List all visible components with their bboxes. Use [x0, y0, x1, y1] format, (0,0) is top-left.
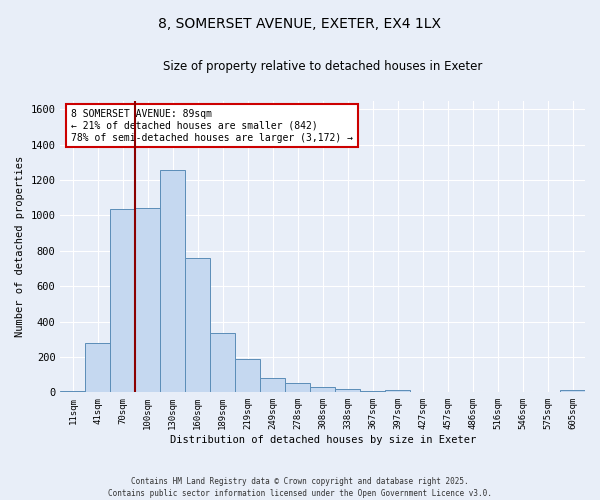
Bar: [310, 387, 335, 392]
Bar: [385, 390, 410, 392]
Text: Contains HM Land Registry data © Crown copyright and database right 2025.
Contai: Contains HM Land Registry data © Crown c…: [108, 476, 492, 498]
Bar: [235, 358, 260, 392]
Bar: [210, 333, 235, 392]
Bar: [160, 170, 185, 392]
Bar: [560, 390, 585, 392]
Text: 8, SOMERSET AVENUE, EXETER, EX4 1LX: 8, SOMERSET AVENUE, EXETER, EX4 1LX: [158, 18, 442, 32]
Title: Size of property relative to detached houses in Exeter: Size of property relative to detached ho…: [163, 60, 482, 73]
X-axis label: Distribution of detached houses by size in Exeter: Distribution of detached houses by size …: [170, 435, 476, 445]
Bar: [85, 343, 110, 392]
Bar: [110, 210, 136, 392]
Bar: [285, 384, 310, 392]
Y-axis label: Number of detached properties: Number of detached properties: [15, 156, 25, 337]
Bar: [136, 208, 160, 392]
Bar: [335, 389, 360, 392]
Bar: [260, 378, 285, 392]
Bar: [185, 258, 210, 392]
Text: 8 SOMERSET AVENUE: 89sqm
← 21% of detached houses are smaller (842)
78% of semi-: 8 SOMERSET AVENUE: 89sqm ← 21% of detach…: [71, 110, 353, 142]
